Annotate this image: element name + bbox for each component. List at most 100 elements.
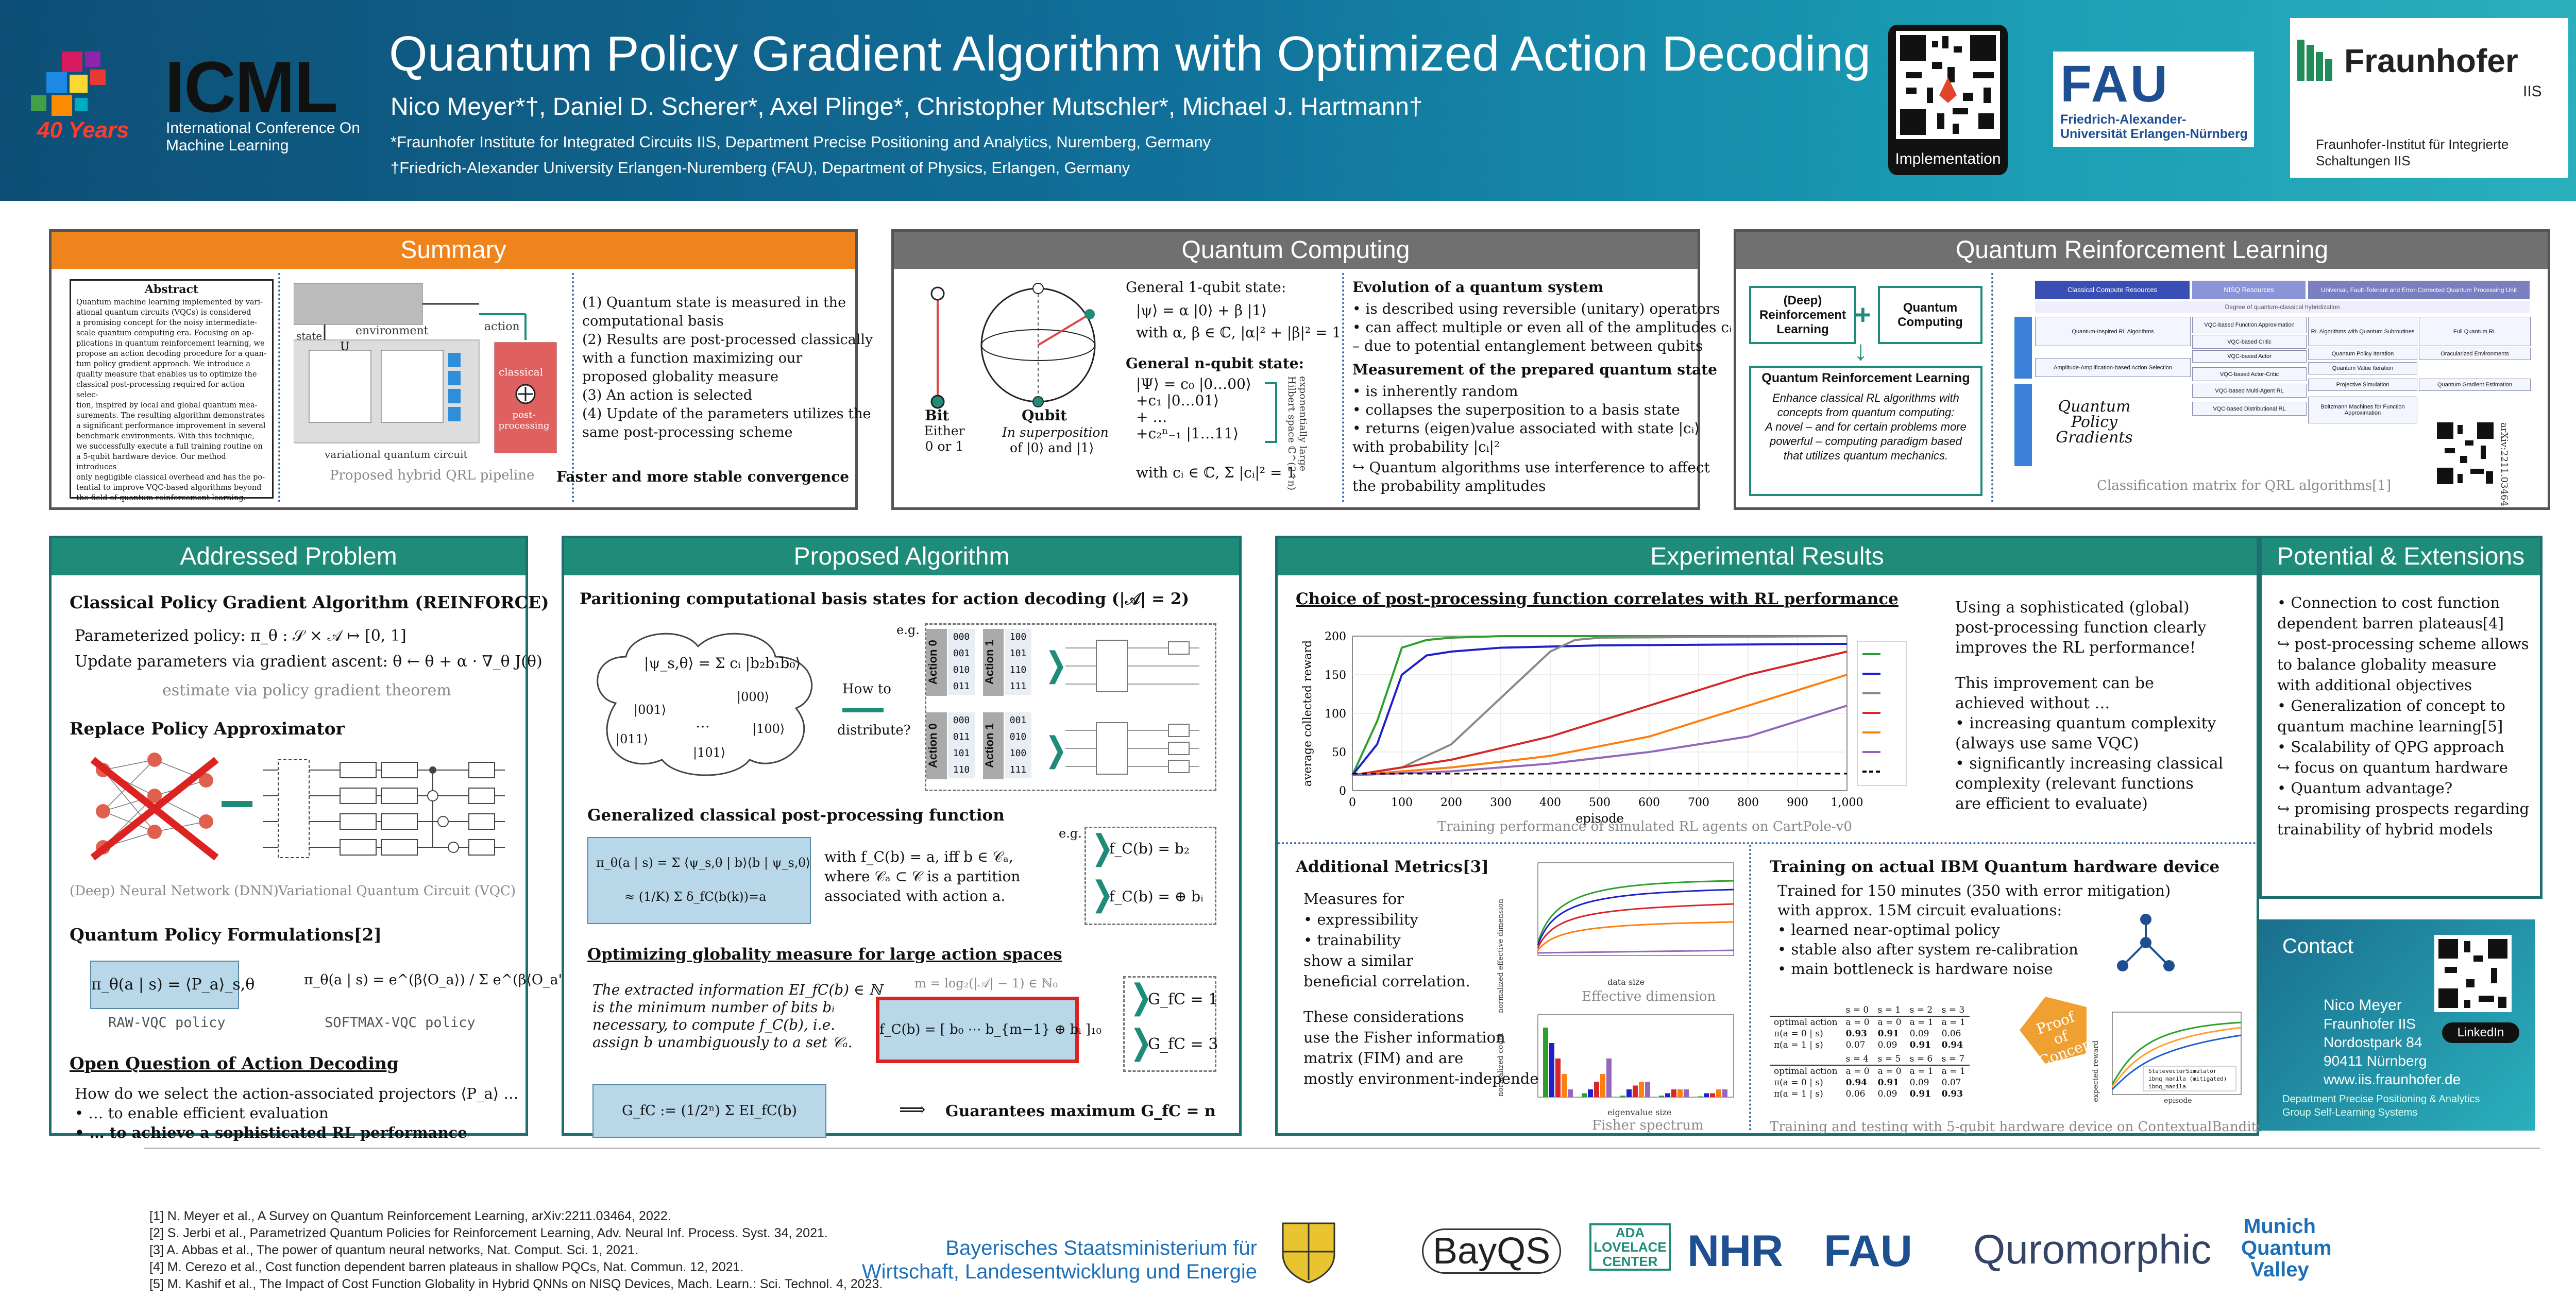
extension-item: trainability of hybrid models [2277, 821, 2493, 838]
hardware-line: with approx. 15M circuit evaluations: [1777, 901, 2062, 919]
pipeline-step: (4) Update of the parameters utilizes th… [582, 406, 871, 422]
extensions-header: Potential & Extensions [2262, 538, 2540, 575]
table-cell: π(a = 1 | s) [1774, 1040, 1823, 1050]
quantum-computing-box: Quantum Computing [1878, 286, 1982, 344]
cloud-state-ellipsis: … [696, 714, 710, 731]
cloud-state-101: |101⟩ [693, 745, 726, 760]
bitstring: 111 [1009, 681, 1027, 692]
qrl-qr-code-icon[interactable] [2434, 420, 2496, 487]
post-processing-desc-line: associated with action a. [824, 887, 1006, 904]
fisher-bar [1684, 1089, 1689, 1097]
fisher-plot-area [1537, 1014, 1734, 1098]
open-question-1: How do we select the action-associated p… [75, 1085, 519, 1102]
fisher-bar [1588, 1089, 1593, 1097]
summary-divider [278, 273, 280, 502]
abstract-line: tential to improve VQC-based algorithms … [76, 484, 262, 492]
table-cell: 0.94 [1941, 1040, 1963, 1050]
bitstring: 100 [1009, 748, 1027, 759]
hardware-line: • learned near-optimal policy [1777, 921, 2000, 938]
bracket-icon-a: ❭ [1042, 645, 1070, 684]
abstract-line: only negligible classical overhead and h… [76, 473, 265, 482]
evolution-list: • is described using reversible (unitary… [1352, 300, 1732, 355]
contact-name: Nico Meyer [2324, 997, 2402, 1014]
table-row: π(a = 1 | s) 0.07 0.09 0.91 0.94 [1770, 1039, 1970, 1051]
measurement-item: • returns (eigen)value associated with s… [1352, 420, 1700, 437]
evolution-item: • is described using reversible (unitary… [1352, 300, 1720, 317]
abstract-line: a 5-qubit hardware device. Our method in… [76, 453, 226, 471]
series-line [1352, 635, 1848, 776]
results-text-line: Using a sophisticated (global) [1955, 599, 2190, 617]
table-header-cell: s = 0 [1841, 1004, 1874, 1017]
measurement-list: • is inherently random • collapses the su… [1352, 382, 1700, 456]
action0-label-a: Action 0 [926, 629, 947, 696]
vqc-caption: Variational Quantum Circuit (VQC) [278, 883, 516, 899]
bitstring: 001 [953, 648, 970, 659]
problem-header: Addressed Problem [52, 538, 526, 575]
results-divider-v [1749, 845, 1751, 1131]
table-cell: a = 0 [1845, 1017, 1870, 1028]
fisher-bar [1594, 1082, 1599, 1097]
action0-bits-a: 000 001 010 011 [948, 629, 975, 695]
extension-item: ↪ focus on quantum hardware [2277, 759, 2508, 776]
metrics-line: show a similar [1303, 952, 1413, 969]
algorithm-header: Proposed Algorithm [564, 538, 1239, 575]
proof-of-concept-arrow [2020, 997, 2087, 1064]
red-function-box: f_C(b) = [ b₀ ⋯ b_{m−1} ⊕ bᵢ ]₁₀ [876, 997, 1101, 1063]
table-cell: 0.06 [1941, 1029, 1961, 1039]
abstract-line: Quantum machine learning implemented by … [76, 298, 263, 306]
table-cell: 0.91 [1909, 1040, 1931, 1050]
results-divider-h [1278, 842, 2257, 844]
multi-qubit-constraint: with cᵢ ∈ ℂ, Σ |cᵢ|² = 1 [1136, 464, 1296, 481]
matrix-col-nisq: NISQ Resources [2192, 281, 2306, 299]
single-qubit-eq: |ψ⟩ = α |0⟩ + β |1⟩ [1136, 302, 1267, 319]
metrics-line: mostly environment-independent. [1303, 1070, 1560, 1087]
table-cell: 0.94 [1845, 1078, 1867, 1088]
extension-item: • Connection to cost function [2277, 594, 2500, 611]
multi-qubit-term: +c₂ⁿ₋₁ |1…11⟩ [1136, 425, 1239, 442]
cloud-equation: |ψ_s,θ⟩ = Σ cᵢ |b₂b₁b₀⟩ [644, 655, 801, 672]
series-line [1352, 705, 1848, 776]
icml-title: ICML [165, 46, 338, 127]
raw-vqc-equation: π_θ(a | s) = ⟨P_a⟩_s,θ [90, 961, 255, 1009]
table-cell: a = 1 [1941, 1017, 1965, 1028]
hardware-line: Trained for 150 minutes (350 with error … [1777, 882, 2171, 899]
action0-label-b: Action 0 [926, 712, 947, 779]
circuit-icon-b [1065, 722, 1199, 775]
extension-item: • Quantum advantage? [2277, 779, 2453, 797]
table-row: π(a = 1 | s) 0.06 0.09 0.91 0.93 [1770, 1088, 1970, 1100]
fisher-bar [1716, 1089, 1721, 1097]
table-row: optimal action a = 0 a = 0 a = 1 a = 1 [1770, 1065, 1970, 1077]
results-text-line [1955, 658, 2223, 673]
contact-line: www.iis.fraunhofer.de [2324, 1071, 2461, 1087]
contact-qr-code-icon[interactable] [2434, 935, 2512, 1012]
pipeline-step: same post-processing scheme [582, 424, 793, 440]
pipeline-classical: classical [499, 366, 543, 378]
proposed-algorithm-panel: Proposed Algorithm Paritioning computati… [562, 536, 1242, 1138]
linkedin-button[interactable]: LinkedIn [2442, 1022, 2519, 1043]
qrl-definition-box: Quantum Reinforcement Learning Enhance c… [1749, 366, 1982, 496]
table-cell: a = 0 [1877, 1017, 1902, 1028]
x-tick-label: 1,000 [1831, 796, 1863, 809]
results-text-line: • significantly increasing classical [1955, 755, 2224, 773]
fisher-bar [1562, 1074, 1567, 1097]
fisher-bar [1620, 1096, 1625, 1097]
qr-code-icon[interactable] [1896, 31, 2000, 139]
bracket-icon-c: ❭ [1089, 828, 1116, 867]
post-processing-equation-box: π_θ(a | s) = Σ ⟨ψ_s,θ | b⟩⟨b | ψ_s,θ⟩ ≈ … [587, 837, 811, 924]
extracted-info-line: is the minimum number of bits bᵢ [592, 999, 835, 1016]
table-header-cell: s = 1 [1873, 1004, 1906, 1017]
summary-header: Summary [52, 232, 855, 269]
matrix-cell: Quantum Value Iteration [2308, 362, 2417, 374]
replace-arrow-icon [222, 801, 252, 807]
series-line [1351, 635, 1847, 776]
icml-years: 40 Years [37, 117, 129, 143]
fisher-bar [1639, 1082, 1644, 1097]
convergence-note: Faster and more stable convergence [556, 468, 850, 485]
action1-bits-b: 001 010 100 111 [1005, 712, 1031, 778]
dnn-diagram [90, 753, 219, 861]
contact-email[interactable]: nico.meyer@iis.fraunhofer.de [2282, 1128, 2470, 1144]
qc-divider [1342, 273, 1344, 502]
effective-dimension-chart [1537, 862, 1734, 956]
state-cloud [597, 633, 813, 776]
reference-item: [4] M. Cerezo et al., Cost function depe… [149, 1260, 744, 1274]
